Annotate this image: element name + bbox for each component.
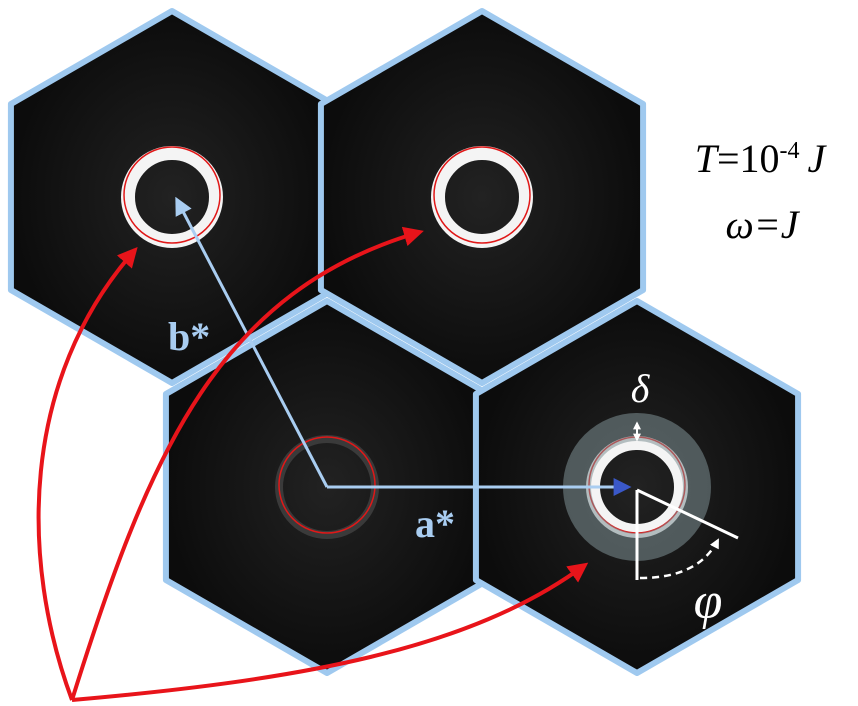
temperature-label: T=10-4 J	[695, 136, 828, 181]
angle-line	[636, 488, 739, 540]
angle-arc	[639, 538, 720, 580]
equivalence-arrows	[36, 226, 589, 702]
intensity-ring	[121, 146, 223, 248]
red-arrow	[70, 226, 424, 701]
intensity-ring	[431, 146, 533, 248]
unit: J	[808, 136, 828, 181]
frequency-label: ω=J	[726, 202, 801, 247]
hexagon	[317, 8, 647, 386]
red-arrow	[71, 562, 589, 702]
red-arrow	[36, 247, 138, 701]
exponent: -4	[780, 138, 800, 164]
fermi-circle	[433, 146, 531, 244]
phi-label: φ	[694, 573, 723, 630]
fermi-circle	[278, 436, 376, 534]
delta-label: δ	[631, 366, 651, 411]
equals: =10	[717, 136, 780, 181]
brillouin-zones	[7, 8, 802, 676]
a-label: a*	[415, 501, 455, 546]
b-label: b*	[168, 314, 210, 359]
symbol: T	[695, 136, 720, 181]
b-vector	[175, 196, 329, 488]
angle-lines	[633, 421, 739, 580]
hexagon	[472, 298, 802, 676]
fermi-circle	[123, 146, 221, 244]
